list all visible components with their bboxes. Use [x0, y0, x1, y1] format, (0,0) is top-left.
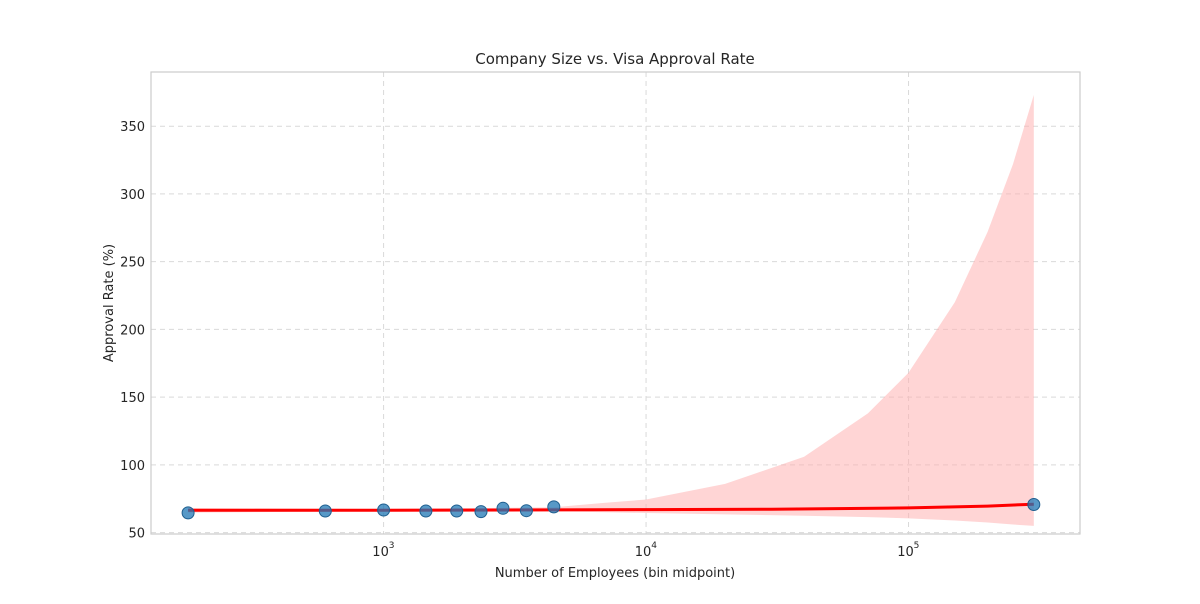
scatter-point: [496, 501, 510, 515]
x-tick-exponent: 3: [389, 541, 395, 551]
x-tick-label: 10: [897, 545, 914, 560]
y-tick-label: 350: [120, 120, 145, 135]
scatter-point: [377, 503, 391, 517]
y-tick-label: 50: [128, 527, 145, 542]
x-axis-label: Number of Employees (bin midpoint): [495, 566, 735, 581]
x-tick-exponent: 4: [651, 541, 657, 551]
plot-frame: [150, 71, 1081, 535]
scatter-point: [318, 504, 332, 518]
y-axis-label: Approval Rate (%): [102, 244, 117, 362]
chart-title: Company Size vs. Visa Approval Rate: [475, 50, 755, 68]
fit-line: [188, 502, 1034, 512]
y-tick-label: 200: [120, 323, 145, 338]
x-tick-label: 10: [635, 545, 652, 560]
x-tick-exponent: 5: [914, 541, 920, 551]
confidence-band: [188, 95, 1034, 526]
scatter-point: [181, 506, 195, 520]
y-tick-label: 150: [120, 391, 145, 406]
scatter-point: [519, 504, 533, 518]
scatter-point: [1027, 498, 1041, 511]
y-tick-label: 300: [120, 188, 145, 203]
scatter-point: [547, 500, 561, 514]
scatter-point: [474, 505, 488, 519]
scatter-point: [419, 504, 433, 518]
scatter-point: [450, 504, 464, 518]
y-tick-label: 250: [120, 256, 145, 271]
x-tick-label: 10: [372, 545, 389, 560]
y-tick-label: 100: [120, 459, 145, 474]
